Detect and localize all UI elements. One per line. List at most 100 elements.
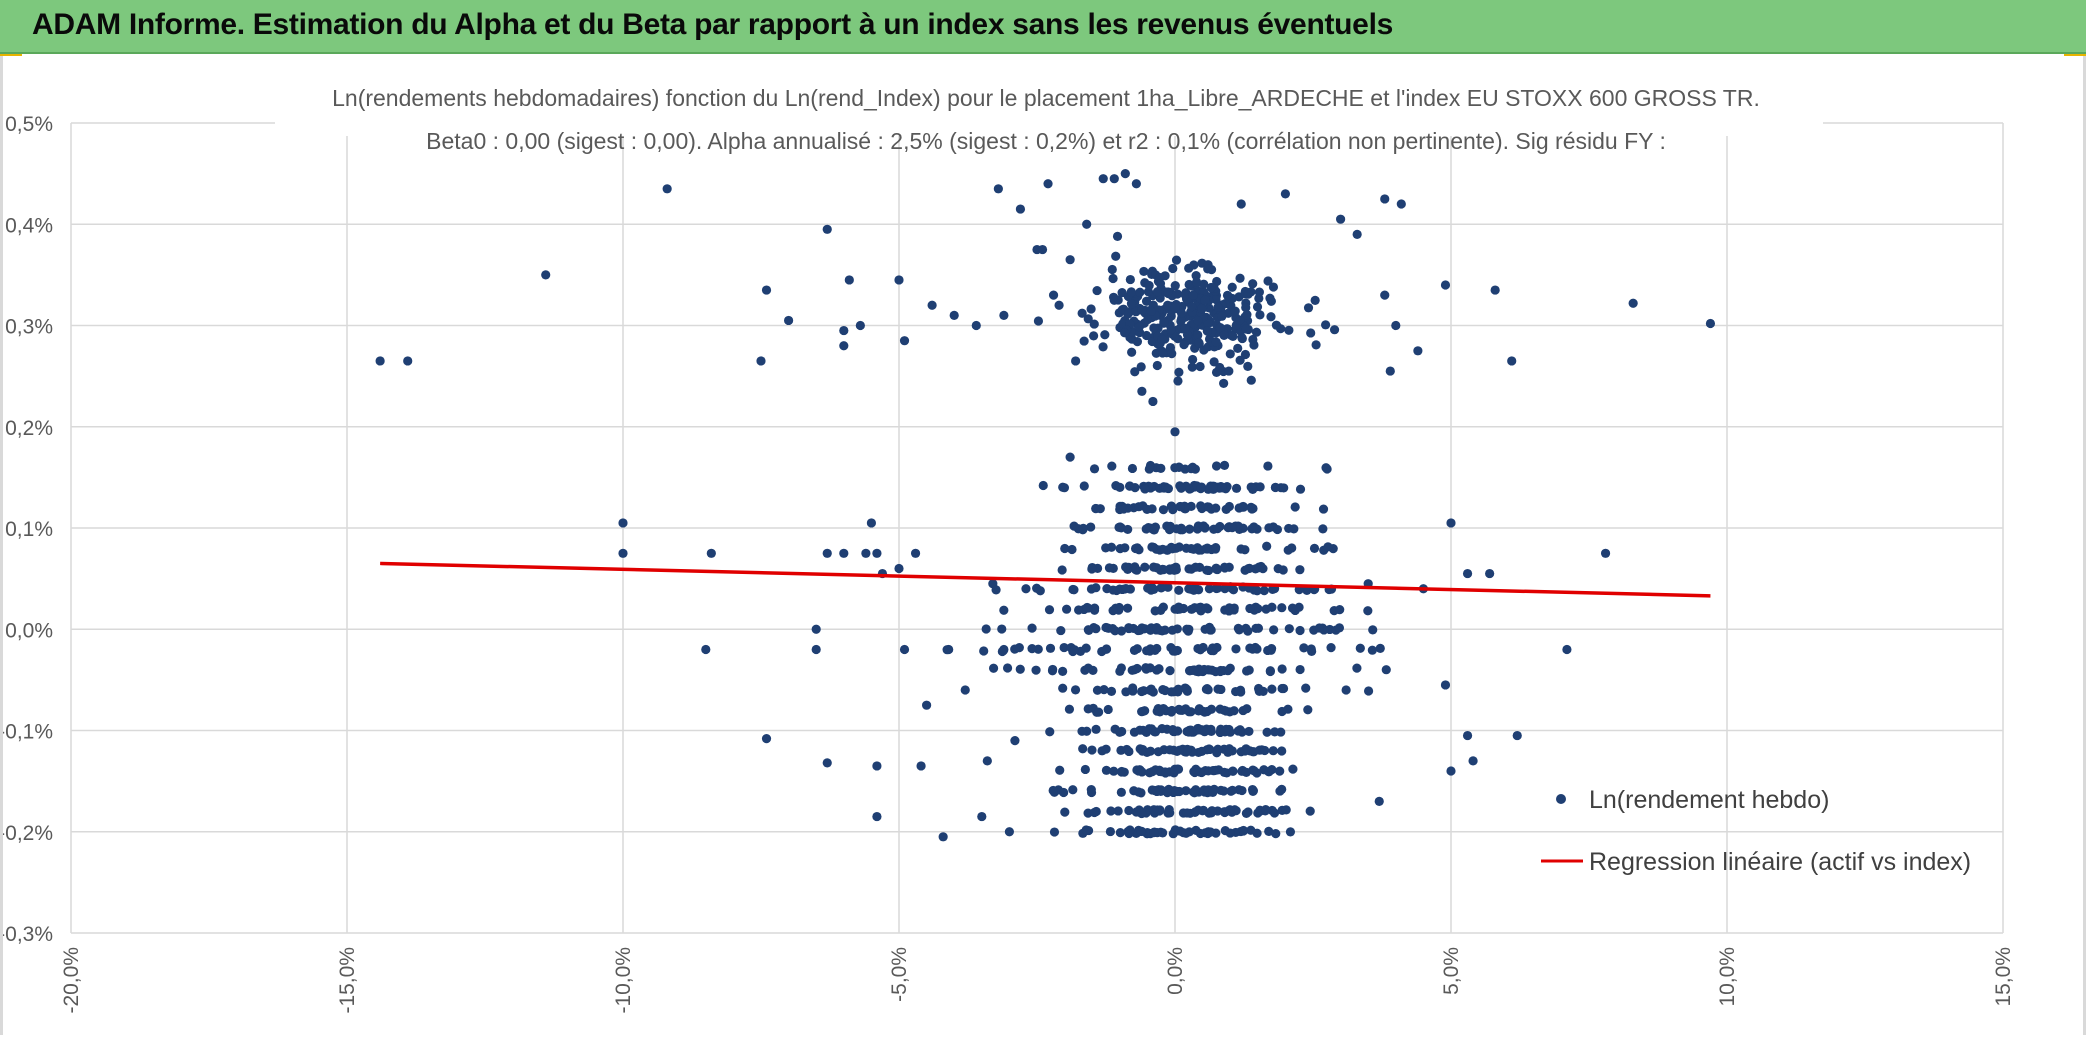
data-point <box>1264 523 1274 533</box>
data-point <box>1295 484 1306 494</box>
data-point <box>1163 287 1173 297</box>
data-point <box>1060 807 1070 817</box>
data-point <box>1262 727 1272 737</box>
data-point <box>1248 484 1258 494</box>
data-point <box>1065 452 1075 462</box>
data-point <box>618 518 628 528</box>
data-point <box>1241 808 1251 819</box>
data-point <box>1106 806 1116 816</box>
data-point <box>1284 624 1294 634</box>
data-point <box>1157 348 1168 358</box>
data-point <box>910 548 921 558</box>
data-point <box>1137 746 1147 756</box>
data-point <box>1196 501 1206 511</box>
data-point <box>1197 746 1207 757</box>
data-point <box>1301 683 1311 693</box>
data-point <box>1105 826 1116 837</box>
data-point <box>1116 626 1127 636</box>
data-point <box>541 270 551 280</box>
data-point <box>1562 644 1572 655</box>
data-point <box>1186 501 1196 511</box>
data-point <box>1202 326 1212 336</box>
data-point <box>1189 788 1200 798</box>
data-point <box>1027 623 1037 633</box>
data-point <box>1152 563 1162 573</box>
data-point <box>1396 199 1406 209</box>
data-point <box>1385 366 1395 376</box>
data-point <box>1252 586 1262 596</box>
data-point <box>1137 305 1147 315</box>
data-point <box>1199 279 1209 289</box>
data-point <box>1284 325 1294 335</box>
data-point <box>1280 189 1290 199</box>
data-point <box>1219 330 1229 340</box>
data-point <box>1103 704 1113 715</box>
data-point <box>1120 328 1130 338</box>
data-point <box>1098 174 1108 184</box>
data-point <box>1141 664 1151 674</box>
data-point <box>1113 806 1123 816</box>
data-point <box>899 644 910 655</box>
data-point <box>811 644 821 655</box>
data-point <box>1242 704 1252 714</box>
data-point <box>1203 264 1213 274</box>
data-point <box>1267 765 1277 775</box>
data-point <box>1303 303 1314 313</box>
data-point <box>1184 727 1194 737</box>
data-point <box>1127 463 1138 474</box>
data-point <box>1241 324 1251 334</box>
data-point <box>1090 603 1100 613</box>
data-point <box>1187 301 1197 312</box>
data-point <box>1198 521 1209 531</box>
data-point <box>1314 623 1325 633</box>
data-point <box>1285 827 1296 837</box>
data-point <box>1059 642 1069 653</box>
data-point <box>1374 796 1384 806</box>
x-tick-label: -20,0% <box>60 947 83 1014</box>
data-point <box>1158 565 1169 575</box>
data-point <box>1174 745 1185 755</box>
data-point <box>1205 827 1216 837</box>
data-point <box>1490 285 1500 295</box>
data-point <box>1381 665 1391 675</box>
data-point <box>1207 806 1217 816</box>
y-tick-label: 0,4% <box>5 214 53 237</box>
data-point <box>1045 643 1056 653</box>
data-point <box>1149 323 1159 333</box>
x-tick-label: -10,0% <box>612 947 635 1014</box>
data-point <box>1065 255 1075 265</box>
legend-label-regression: Regression linéaire (actif vs index) <box>1589 848 1971 876</box>
data-point <box>1243 289 1253 299</box>
data-point <box>872 548 882 558</box>
series-points <box>375 169 1716 842</box>
data-point <box>1048 664 1058 675</box>
data-point <box>1140 562 1150 572</box>
data-point <box>1112 231 1123 241</box>
data-point <box>1060 543 1070 554</box>
data-point <box>1125 274 1135 285</box>
data-point <box>1081 825 1091 835</box>
data-point <box>1267 684 1277 694</box>
data-point <box>1252 828 1262 838</box>
data-point <box>1119 767 1129 777</box>
data-point <box>1202 684 1212 694</box>
data-point <box>1119 504 1129 514</box>
data-point <box>1182 744 1192 755</box>
data-point <box>1121 584 1131 594</box>
data-point <box>1035 586 1045 596</box>
data-point <box>1048 290 1059 300</box>
data-point <box>1175 502 1185 512</box>
data-point <box>1191 277 1202 287</box>
data-point <box>1173 684 1183 694</box>
data-point <box>1235 315 1245 325</box>
data-point <box>1194 338 1204 348</box>
data-point <box>1146 306 1156 316</box>
data-point <box>1352 663 1362 673</box>
data-point <box>1064 704 1075 714</box>
data-point <box>1169 565 1179 575</box>
data-point <box>1197 806 1208 816</box>
data-point <box>1391 320 1401 331</box>
data-point <box>1171 255 1182 265</box>
data-point <box>1131 179 1141 189</box>
data-point <box>1211 542 1221 553</box>
